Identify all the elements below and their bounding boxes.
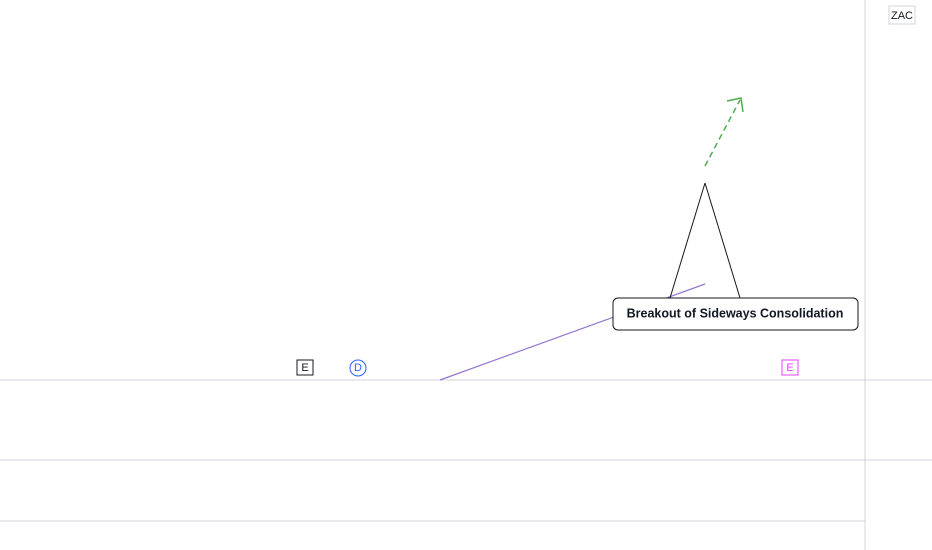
event-marker[interactable] <box>349 359 367 377</box>
callout-pointer <box>669 182 706 299</box>
event-marker[interactable] <box>781 359 799 376</box>
event-label: D <box>354 362 362 374</box>
callout-box <box>612 297 859 331</box>
symbol-tag-text: ZAC <box>891 10 913 22</box>
arrow-head <box>726 97 744 113</box>
symbol-tag[interactable] <box>888 5 916 25</box>
event-marker[interactable] <box>296 359 314 376</box>
callout-pointer <box>704 182 741 299</box>
callout-text: Breakout of Sideways Consolidation <box>627 306 844 320</box>
event-label: E <box>301 362 308 374</box>
event-label: E <box>786 362 793 374</box>
projection-arrow <box>704 99 741 167</box>
